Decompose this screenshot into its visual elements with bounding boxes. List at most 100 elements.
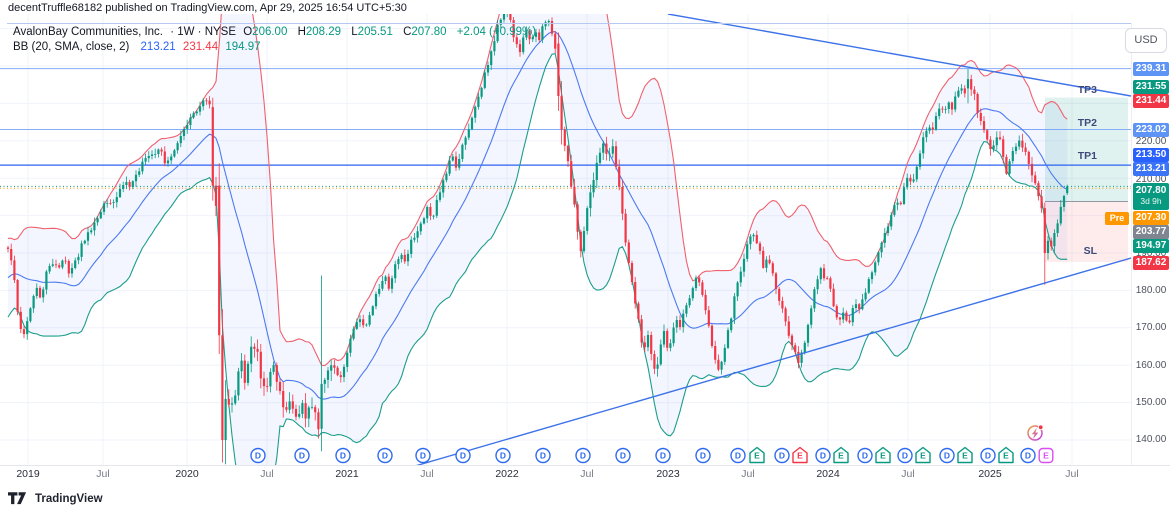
tradingview-logo-icon bbox=[8, 492, 27, 505]
dividend-marker[interactable]: D bbox=[377, 447, 393, 464]
dividend-marker[interactable]: D bbox=[730, 447, 746, 464]
bar-close-countdown: 3d 9h bbox=[1140, 196, 1162, 206]
bb-basis-value: 213.21 bbox=[140, 41, 176, 53]
horizontal-price-lines[interactable] bbox=[0, 68, 1131, 166]
time-axis-tick: Jul bbox=[580, 468, 594, 480]
publisher-bar: decentTruffle68182 published on TradingV… bbox=[8, 2, 407, 14]
svg-text:D: D bbox=[820, 451, 826, 461]
ohlc-open-label: O bbox=[243, 26, 253, 38]
dividend-marker[interactable]: D bbox=[939, 447, 955, 464]
dividend-marker[interactable]: D bbox=[335, 447, 351, 464]
svg-text:D: D bbox=[540, 451, 546, 461]
dividend-marker[interactable]: D bbox=[294, 447, 310, 464]
candlestick-series[interactable] bbox=[6, 7, 1069, 465]
time-axis-tick: 2022 bbox=[495, 468, 519, 480]
bb-upper-value: 231.44 bbox=[182, 41, 219, 53]
dividend-marker[interactable]: D bbox=[250, 447, 266, 464]
earnings-marker-beat[interactable]: E bbox=[833, 446, 849, 464]
svg-text:D: D bbox=[700, 451, 706, 461]
svg-text:D: D bbox=[944, 451, 950, 461]
svg-text:D: D bbox=[255, 451, 261, 461]
dividend-marker[interactable]: D bbox=[415, 447, 431, 464]
price-axis-tick: 160.00 bbox=[1135, 360, 1167, 371]
level-label-TP2: TP2 bbox=[1077, 117, 1097, 129]
bb-lower-band bbox=[7, 53, 1068, 466]
price-axis-tick: 150.00 bbox=[1135, 397, 1167, 408]
svg-text:E: E bbox=[838, 451, 844, 461]
svg-text:D: D bbox=[460, 451, 466, 461]
svg-text:D: D bbox=[1025, 451, 1031, 461]
price-axis-tick: 170.00 bbox=[1135, 322, 1167, 333]
level-label-TP3: TP3 bbox=[1077, 84, 1097, 96]
long-position-tool[interactable] bbox=[1045, 97, 1128, 262]
currency-button[interactable]: USD bbox=[1125, 28, 1167, 53]
tradingview-logo[interactable]: TradingView bbox=[8, 492, 103, 505]
earnings-marker-miss[interactable]: E bbox=[792, 446, 808, 464]
ohlc-low-label: L bbox=[351, 26, 358, 38]
time-axis-tick: 2023 bbox=[656, 468, 680, 480]
trendline-2[interactable] bbox=[667, 14, 1131, 97]
publisher-text: decentTruffle68182 published on TradingV… bbox=[8, 2, 407, 14]
svg-text:D: D bbox=[779, 451, 785, 461]
ohlc-open-value: 206.00 bbox=[252, 26, 288, 38]
svg-text:D: D bbox=[735, 451, 741, 461]
earnings-marker-beat[interactable]: E bbox=[875, 446, 891, 464]
dividend-marker[interactable]: D bbox=[1020, 447, 1036, 464]
dividend-marker[interactable]: D bbox=[495, 447, 511, 464]
earnings-marker-upcoming[interactable]: E bbox=[1038, 447, 1054, 464]
price-axis-tick: 220.00 bbox=[1135, 136, 1167, 147]
profit-zone[interactable] bbox=[1045, 97, 1128, 202]
earnings-marker-beat[interactable]: E bbox=[957, 446, 973, 464]
price-label-203.77: 203.77 bbox=[1133, 225, 1169, 239]
dividend-marker[interactable]: D bbox=[774, 447, 790, 464]
svg-text:D: D bbox=[382, 451, 388, 461]
earnings-marker-beat[interactable]: E bbox=[749, 446, 765, 464]
earnings-marker-beat[interactable]: E bbox=[998, 446, 1014, 464]
premarket-tag: Pre bbox=[1105, 211, 1129, 225]
price-axis-separator bbox=[1131, 23, 1132, 466]
dividend-marker[interactable]: D bbox=[615, 447, 631, 464]
price-axis-tick: 180.00 bbox=[1135, 285, 1167, 296]
bb-lower-value: 194.97 bbox=[225, 41, 261, 53]
price-label-187.62: 187.62 bbox=[1133, 256, 1169, 270]
price-label-213.50: 213.50 bbox=[1133, 148, 1169, 162]
svg-text:D: D bbox=[500, 451, 506, 461]
lightning-icon[interactable] bbox=[1027, 424, 1044, 441]
dividend-marker[interactable]: D bbox=[455, 447, 471, 464]
earnings-marker-beat[interactable]: E bbox=[915, 446, 931, 464]
price-marker-lines bbox=[0, 185, 1131, 189]
symbol-title: AvalonBay Communities, Inc. bbox=[13, 26, 163, 38]
dividend-marker[interactable]: D bbox=[815, 447, 831, 464]
dividend-marker[interactable]: D bbox=[897, 447, 913, 464]
price-label-207.30: 207.30 bbox=[1133, 211, 1169, 225]
price-label-207.80: 207.80 3d 9h bbox=[1133, 183, 1169, 210]
time-axis-tick: Jul bbox=[741, 468, 755, 480]
price-label-223.02: 223.02 bbox=[1133, 123, 1169, 137]
dividend-marker[interactable]: D bbox=[535, 447, 551, 464]
trendline-1[interactable] bbox=[414, 257, 1131, 466]
dividend-marker[interactable]: D bbox=[980, 447, 996, 464]
svg-text:E: E bbox=[880, 451, 886, 461]
ohlc-low-value: 205.51 bbox=[357, 26, 393, 38]
level-label-SL: SL bbox=[1083, 245, 1097, 257]
price-axis-tick: 190.00 bbox=[1135, 248, 1167, 259]
svg-text:E: E bbox=[1003, 451, 1009, 461]
trendlines[interactable] bbox=[414, 14, 1131, 466]
time-axis-separator bbox=[0, 465, 1170, 466]
svg-text:D: D bbox=[902, 451, 908, 461]
time-axis-tick: Jul bbox=[260, 468, 274, 480]
price-label-231.55: 231.55 bbox=[1133, 80, 1169, 94]
dividend-marker[interactable]: D bbox=[655, 447, 671, 464]
dividend-marker[interactable]: D bbox=[695, 447, 711, 464]
dividend-marker[interactable]: D bbox=[857, 447, 873, 464]
svg-text:D: D bbox=[862, 451, 868, 461]
event-markers[interactable]: D D D D D D D D D D D D D D D D D D D DE E E E E E E E bbox=[250, 424, 1054, 464]
svg-text:D: D bbox=[660, 451, 666, 461]
chart-frame-top-border bbox=[7, 23, 1131, 24]
time-axis-tick: Jul bbox=[96, 468, 110, 480]
time-axis-tick: 2020 bbox=[175, 468, 199, 480]
price-axis-tick: 140.00 bbox=[1135, 434, 1167, 445]
dividend-marker[interactable]: D bbox=[575, 447, 591, 464]
